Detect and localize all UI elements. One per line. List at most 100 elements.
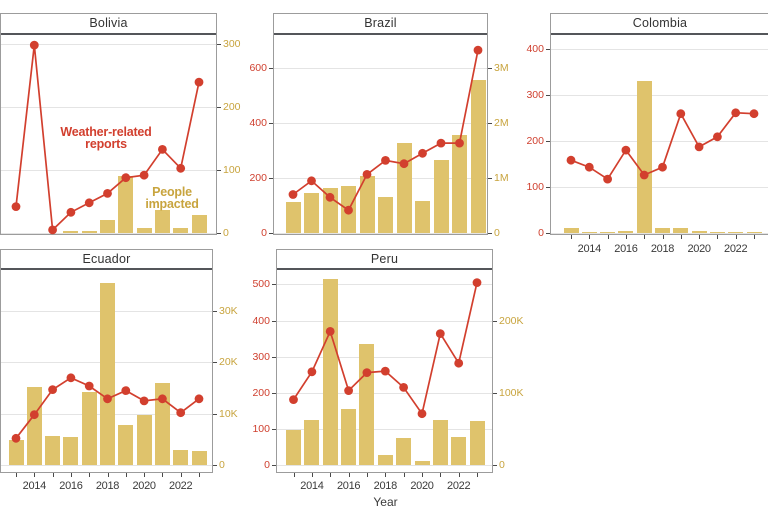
impacted-bar [396, 438, 412, 465]
x-axis-tick-label: 2016 [614, 243, 638, 255]
impacted-bar [136, 415, 152, 465]
impacted-bar [618, 231, 634, 233]
x-axis-tick [144, 473, 146, 477]
x-axis-tick-label: 2014 [300, 480, 324, 492]
gridline [551, 187, 768, 188]
impacted-bar [636, 81, 652, 233]
x-axis-tick-label: 2016 [336, 480, 361, 492]
impacted-bar [81, 391, 97, 465]
reports-point [584, 162, 594, 172]
x-axis-tick [717, 235, 719, 239]
left-axis-tick-label: 300 [252, 350, 270, 363]
impacted-series-label-line1: People [152, 185, 192, 199]
reports-point [399, 383, 408, 392]
left-axis-tick-label: 400 [526, 42, 544, 55]
x-axis-tick [422, 473, 423, 477]
x-axis-tick-label: 2020 [410, 480, 434, 492]
reports-point [418, 148, 427, 158]
impacted-bar [341, 408, 357, 465]
y-axis-tick [546, 187, 550, 188]
reports-point [66, 207, 76, 217]
reports-line-chart [11, 373, 204, 443]
x-axis-tick [458, 473, 460, 477]
x-axis-tick [625, 235, 627, 239]
y-axis-tick [217, 233, 221, 234]
x-axis-title: Year [373, 495, 398, 509]
reports-point [749, 109, 759, 119]
reports-point [139, 396, 149, 406]
y-axis-tick [546, 233, 550, 234]
y-axis-tick [272, 392, 276, 394]
x-axis-tick [680, 235, 682, 239]
reports-point [29, 410, 39, 420]
gridline [277, 284, 492, 286]
reports-line-chart [289, 278, 482, 419]
reports-point [288, 190, 298, 199]
reports-point [658, 162, 667, 172]
gridline [277, 320, 492, 322]
right-axis-tick-label: 2M [494, 117, 509, 129]
reports-point [344, 205, 353, 215]
reports-point [194, 394, 204, 404]
panel-bolivia: Bolivia 0 100 200 300 Weather-related reports P… [0, 13, 241, 238]
panel-title-strip: Peru [277, 250, 492, 270]
reports-point [344, 386, 353, 395]
impacted-bar [728, 231, 744, 233]
x-axis-tick [699, 235, 701, 239]
reports-point [676, 109, 686, 119]
left-axis-tick-label: 0 [261, 227, 267, 239]
reports-line-chart [11, 40, 204, 235]
panel-brazil: Brazil 0 200 400 600 0 1M 2M 3M [249, 13, 509, 238]
y-axis-tick [272, 320, 276, 322]
gridline [277, 356, 492, 358]
y-axis-tick [488, 123, 492, 124]
y-axis-tick [546, 140, 550, 142]
reports-point [48, 385, 57, 394]
reports-point [566, 155, 576, 165]
y-axis-tick [546, 48, 550, 50]
reports-point [380, 366, 390, 376]
impacted-bar [45, 436, 61, 465]
right-axis-tick-label: 100 [223, 164, 241, 177]
left-axis-tick-label: 0 [264, 459, 270, 471]
left-axis-tick-label: 600 [249, 62, 267, 74]
panel-title-strip: Ecuador [1, 250, 212, 270]
x-axis-tick [311, 473, 313, 477]
reports-point [48, 225, 57, 235]
impacted-bar [63, 231, 79, 233]
plot-area-colombia: 0 100 200 300 400 2014 2016 2018 2020 2022 [526, 35, 768, 255]
right-axis-tick-label: 0 [219, 459, 225, 471]
panel-title-strip: Brazil [274, 14, 487, 35]
impacted-bar [26, 386, 42, 465]
reports-point [325, 327, 335, 336]
y-axis-tick [272, 356, 276, 358]
reports-point [639, 170, 649, 180]
reports-point [603, 174, 612, 184]
gridline [274, 123, 487, 124]
reports-point [694, 142, 704, 152]
x-axis-tick-label: 2022 [169, 480, 193, 492]
impacted-bar [359, 175, 375, 233]
y-axis-tick [269, 123, 273, 124]
y-axis-tick [493, 465, 497, 466]
impacted-bar [746, 232, 762, 233]
right-axis-tick-label: 20K [219, 356, 238, 369]
gridline [551, 233, 768, 234]
impacted-bar [673, 228, 689, 233]
reports-point [454, 358, 464, 368]
reports-point [435, 329, 445, 338]
x-axis-tick [385, 473, 387, 477]
panel-ecuador: Ecuador 0 10K 20K 30K 2014 2016 2018 2020 2022 [0, 249, 238, 492]
y-axis-tick [488, 233, 492, 234]
impacted-bar [173, 228, 189, 233]
x-axis-tick [607, 235, 609, 239]
panel-title: Peru [370, 252, 399, 266]
right-axis-tick-label: 30K [219, 305, 238, 318]
x-axis-tick [107, 473, 109, 477]
panel-title: Ecuador [82, 252, 131, 266]
x-axis-tick-label: 2018 [373, 480, 398, 492]
gridline [551, 94, 768, 96]
gridline [277, 392, 492, 394]
x-axis-tick [348, 473, 350, 477]
